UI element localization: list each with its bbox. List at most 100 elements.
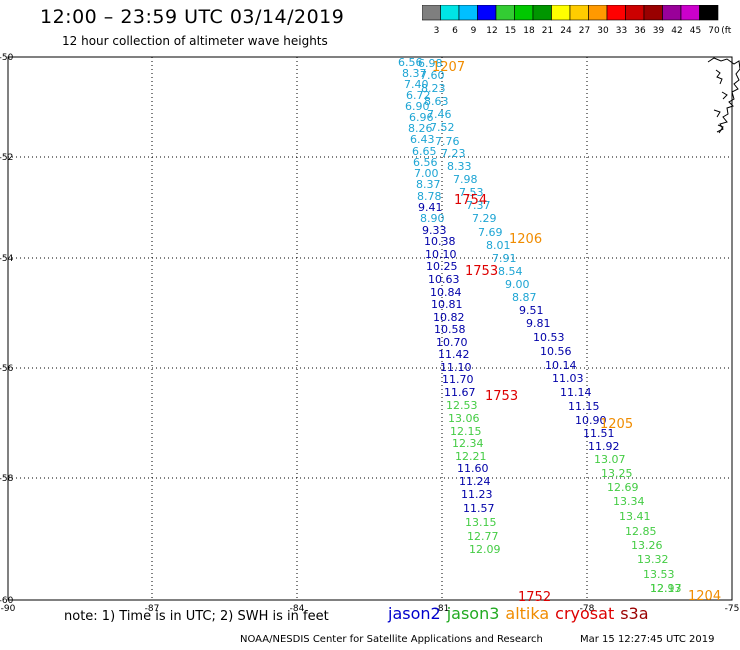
pass-time-label: 1206 xyxy=(509,232,542,247)
colorbar-label: 42 xyxy=(671,26,682,36)
satellite-legend-item: altika xyxy=(505,604,550,623)
wave-height-value: 11.23 xyxy=(461,488,493,501)
pass-time-label: 1753 xyxy=(465,264,498,279)
pass-time-label: 1752 xyxy=(518,590,551,605)
wave-height-value: 11.57 xyxy=(463,502,495,515)
wave-height-value: 11.10 xyxy=(440,361,472,374)
wave-height-value: 8.23 xyxy=(421,82,446,95)
colorbar-label: 9 xyxy=(471,26,477,36)
wave-height-value: 9.51 xyxy=(519,304,544,317)
wave-height-value: 7.60 xyxy=(420,69,445,82)
wave-height-value: 8.33 xyxy=(447,160,472,173)
colorbar-label: (ft) xyxy=(721,26,732,36)
wave-height-value: 13.53 xyxy=(643,568,675,581)
wave-height-value: 7.53 xyxy=(459,186,484,199)
wave-height-value: 11.42 xyxy=(438,348,470,361)
pass-time-label: 1207 xyxy=(432,60,465,75)
wave-height-value: 7.98 xyxy=(453,173,478,186)
wave-height-value: 9.81 xyxy=(526,317,551,330)
wave-height-value: 10.84 xyxy=(430,286,462,299)
colorbar-label: 39 xyxy=(653,26,665,36)
latitude-tick: -60 xyxy=(0,596,14,606)
pass-time-labels: 1207 1754 1206 1753 1753 1205 1752 1204 xyxy=(432,60,721,605)
colorbar-label: 12 xyxy=(486,26,497,36)
satellite-legend-item: cryosat xyxy=(555,604,615,623)
wave-height-value: 6.96 xyxy=(409,111,434,124)
wave-height-value: 9.33 xyxy=(422,224,447,237)
wave-height-value: 6.98 xyxy=(418,57,443,70)
pass-time-label: 1204 xyxy=(688,589,721,604)
wave-height-value: 8.54 xyxy=(498,265,523,278)
wave-height-value: 7.52 xyxy=(430,121,455,134)
wave-height-value: 10.63 xyxy=(428,273,460,286)
wave-height-value: 12.77 xyxy=(467,530,499,543)
wave-height-value: 12.21 xyxy=(455,450,487,463)
latitude-tick: -56 xyxy=(0,364,14,374)
wave-height-value: 10.81 xyxy=(431,298,463,311)
latitude-tick: -52 xyxy=(0,153,13,163)
wave-height-value: 10.25 xyxy=(426,260,458,273)
latitude-tick: -54 xyxy=(0,254,14,264)
colorbar-label: 15 xyxy=(505,26,516,36)
pass-time-label: 1754 xyxy=(454,193,487,208)
wave-height-value: 12.69 xyxy=(607,481,639,494)
colorbar-label: 21 xyxy=(542,26,553,36)
wave-height-value: 11.24 xyxy=(459,475,491,488)
wave-height-value: 11.70 xyxy=(442,373,474,386)
wave-height-value: 13.15 xyxy=(465,516,497,529)
wave-height-value: 12.93 xyxy=(650,582,682,595)
colorbar-label: 27 xyxy=(579,26,590,36)
wave-height-value: 10.70 xyxy=(436,336,468,349)
wave-height-value: 10.56 xyxy=(540,345,572,358)
wave-height-value: 10.53 xyxy=(533,331,565,344)
wave-height-value: 8.78 xyxy=(417,190,442,203)
wave-height-value: 8.01 xyxy=(486,239,511,252)
wave-height-value: 10.58 xyxy=(434,323,466,336)
wave-height-value: 11.14 xyxy=(560,386,592,399)
wave-height-value: 8.90 xyxy=(420,212,445,225)
credit-line: NOAA/NESDIS Center for Satellite Applica… xyxy=(240,634,543,645)
wave-height-value: 13.06 xyxy=(448,412,480,425)
wave-height-value: 12.85 xyxy=(625,525,657,538)
wave-height-value: 8.26 xyxy=(408,122,433,135)
wave-height-value: 12.15 xyxy=(450,425,482,438)
wave-height-value: 8.37 xyxy=(416,178,441,191)
wave-height-value: 6.56 xyxy=(398,56,423,69)
longitude-tick: -78 xyxy=(580,604,595,614)
wave-height-value: 10.90 xyxy=(575,414,607,427)
wave-height-value: 7.76 xyxy=(435,135,460,148)
wave-height-value: 8.37 xyxy=(402,67,427,80)
wave-height-value: 13.32 xyxy=(637,553,669,566)
wave-height-value: 6.72 xyxy=(406,89,431,102)
satellite-legend-item: jason2 xyxy=(388,604,441,623)
wave-height-labels: 6.566.988.377.607.408.236.728.636.907.46… xyxy=(398,56,682,595)
wave-height-value: 7.29 xyxy=(472,212,497,225)
generation-timestamp: Mar 15 12:27:45 UTC 2019 xyxy=(580,634,715,645)
longitude-tick: -75 xyxy=(725,604,740,614)
satellite-legend: jason2 jason3 altika cryosat s3a xyxy=(388,604,655,623)
wave-height-value: 13.34 xyxy=(613,495,645,508)
wave-height-value: 8.63 xyxy=(424,95,449,108)
coastline-fragment xyxy=(707,57,740,134)
wave-height-value: 6.43 xyxy=(410,133,435,146)
lat-lon-grid xyxy=(7,56,733,601)
wave-height-value: 9.41 xyxy=(418,201,443,214)
wave-height-value: 8.87 xyxy=(512,291,537,304)
wave-height-value: 10.14 xyxy=(545,359,577,372)
wave-height-value: 13.25 xyxy=(601,467,633,480)
colorbar-label: 33 xyxy=(616,26,627,36)
wave-height-value: 11.67 xyxy=(444,386,476,399)
wave-height-value: 7.69 xyxy=(478,226,503,239)
wave-height-value: 11.15 xyxy=(568,400,600,413)
colorbar-swatch xyxy=(699,5,719,21)
wave-height-value: 6.56 xyxy=(413,156,438,169)
longitude-tick: -87 xyxy=(145,604,160,614)
axis-tick-labels: -90 -87 -84 -81 -78 -75 -50 -52 -54 -56 -58 -60 xyxy=(0,53,739,614)
colorbar-label: 6 xyxy=(452,26,458,36)
wave-height-value: 7.46 xyxy=(427,108,452,121)
longitude-tick: -81 xyxy=(435,604,450,614)
wave-height-value: 11.03 xyxy=(552,372,584,385)
colorbar-label: 3 xyxy=(434,26,440,36)
